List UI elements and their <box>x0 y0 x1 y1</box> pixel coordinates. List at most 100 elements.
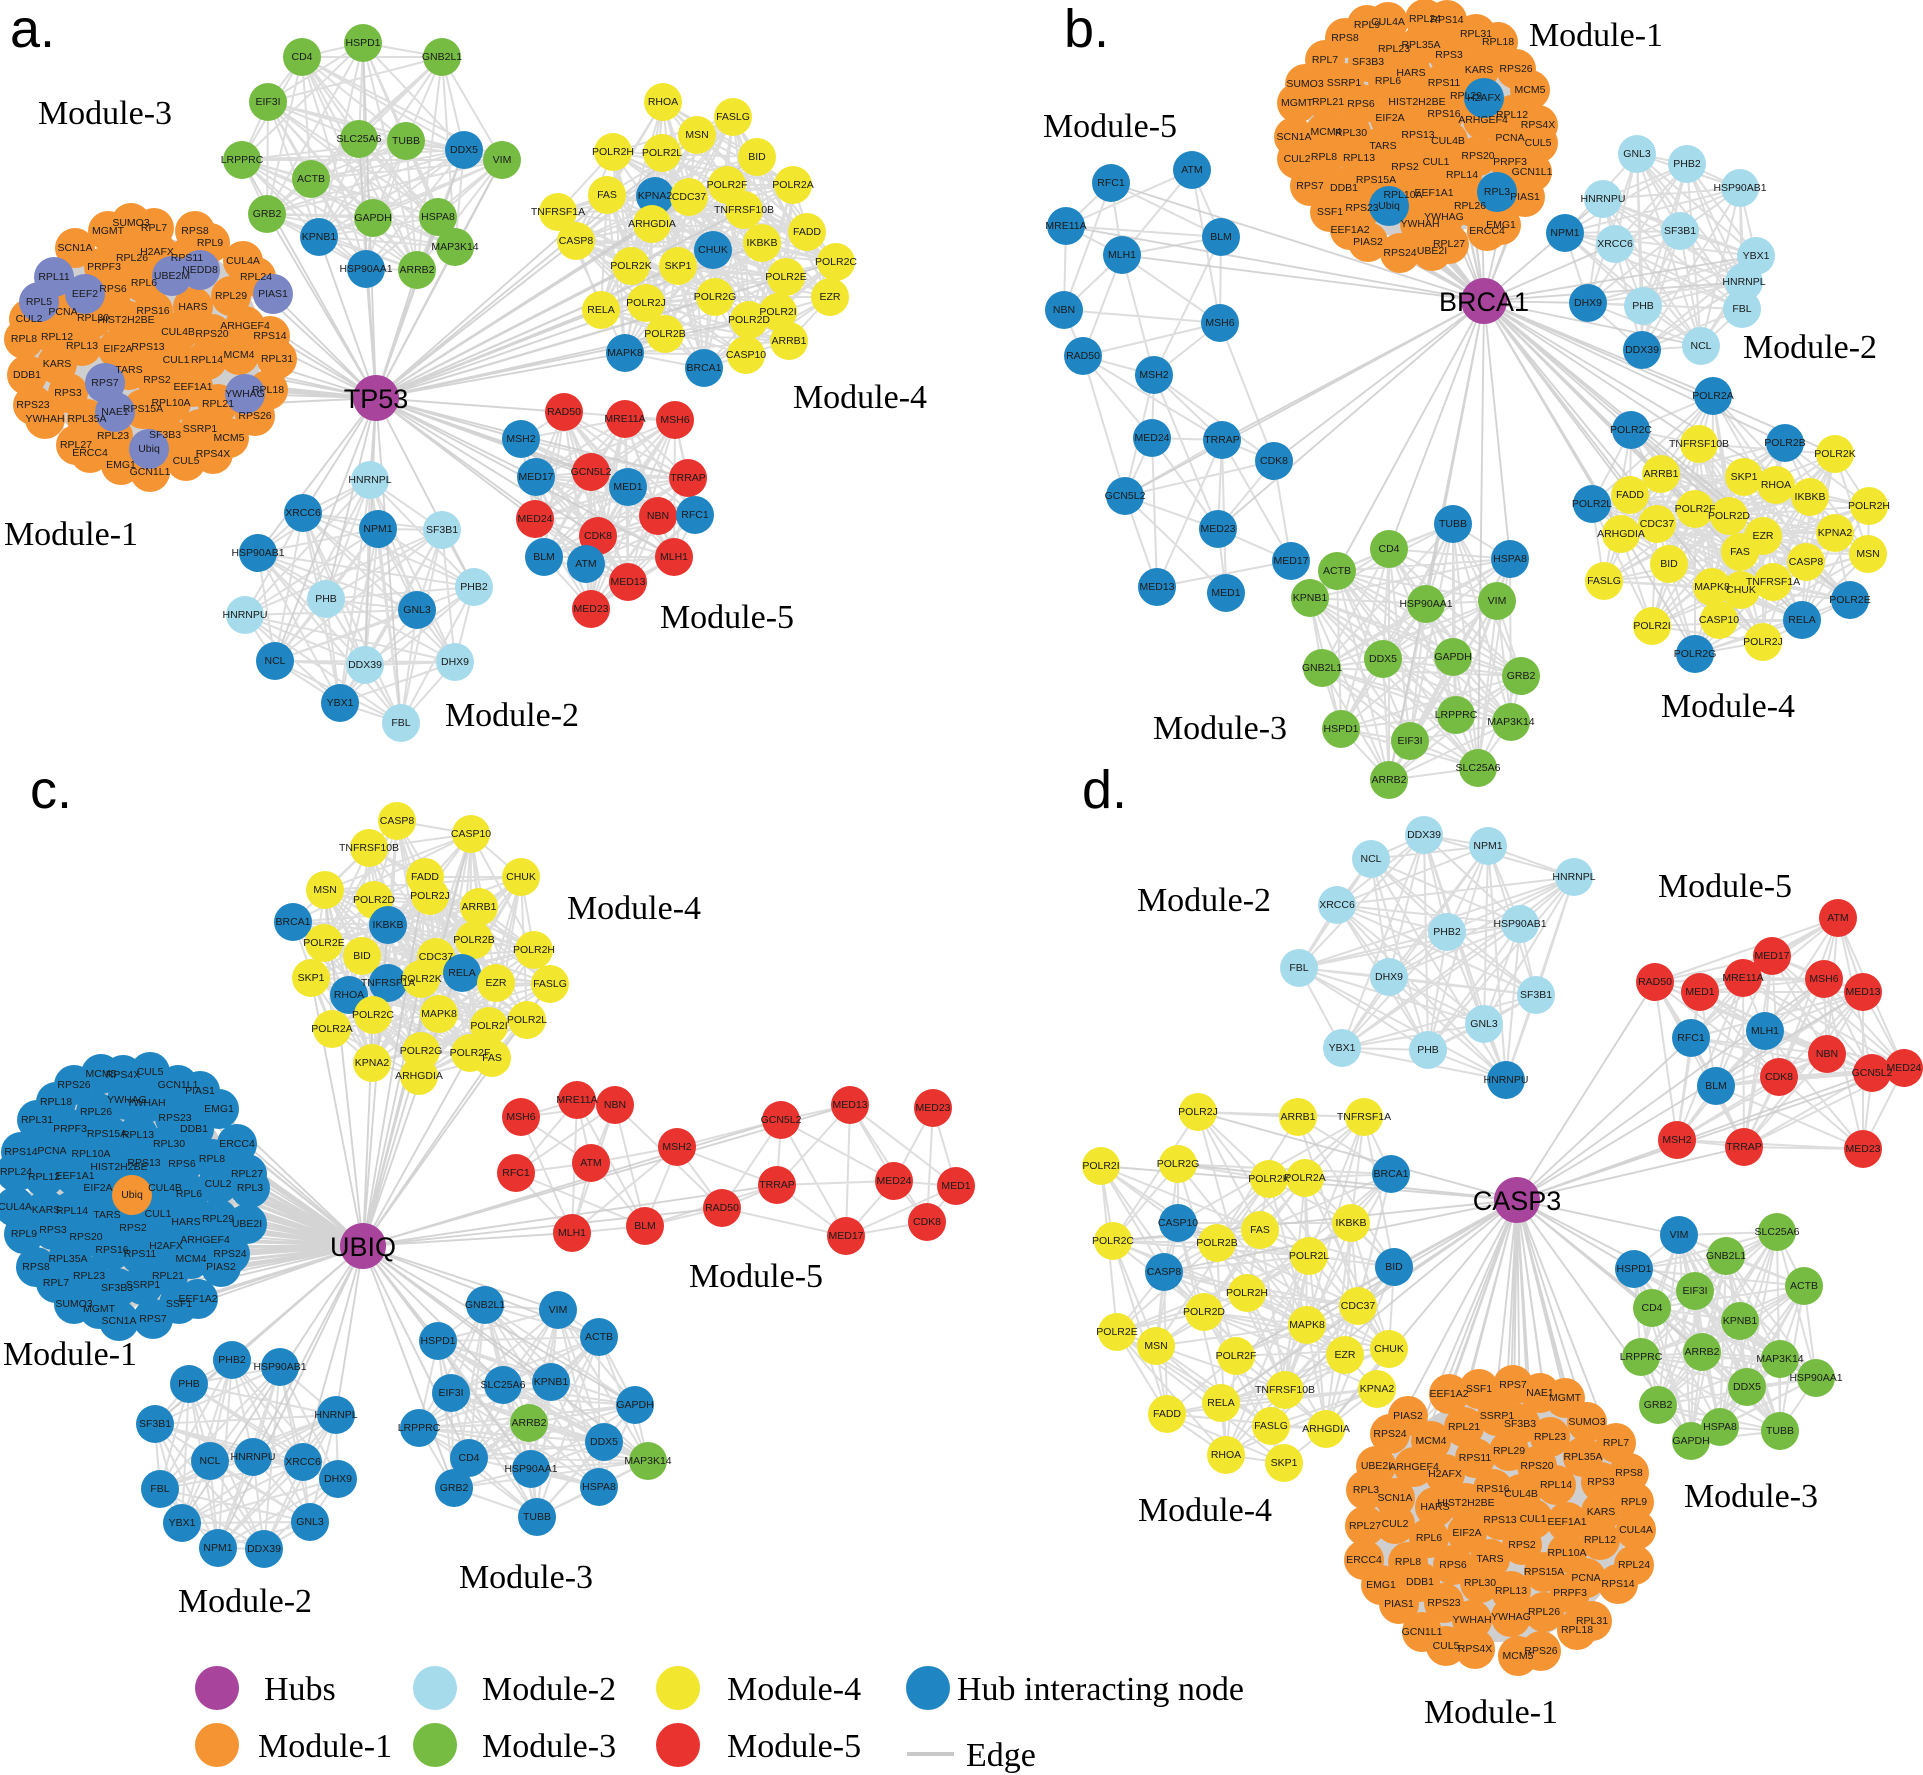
svg-text:EMG1: EMG1 <box>1486 219 1516 231</box>
svg-text:DHX9: DHX9 <box>441 656 469 668</box>
svg-text:MED24: MED24 <box>1886 1062 1921 1074</box>
svg-text:TRRAP: TRRAP <box>1204 434 1240 446</box>
svg-text:RPL24: RPL24 <box>1409 13 1441 25</box>
svg-text:EEF1A2: EEF1A2 <box>178 1293 217 1305</box>
svg-text:NEDD8: NEDD8 <box>182 264 218 276</box>
svg-text:SUMO3: SUMO3 <box>112 217 150 229</box>
svg-text:POLR2C: POLR2C <box>1092 1235 1134 1247</box>
svg-text:GRB2: GRB2 <box>1507 670 1536 682</box>
svg-text:SF3B1: SF3B1 <box>426 524 458 536</box>
svg-text:RPL12: RPL12 <box>1584 1534 1616 1546</box>
svg-text:SF3B3: SF3B3 <box>101 1282 133 1294</box>
svg-text:HNRNPL: HNRNPL <box>1722 276 1765 288</box>
svg-text:NPM1: NPM1 <box>1473 840 1502 852</box>
svg-text:Module-1: Module-1 <box>258 1728 392 1765</box>
svg-text:CHUK: CHUK <box>506 871 536 883</box>
svg-text:KARS: KARS <box>1465 64 1494 76</box>
svg-text:SLC25A6: SLC25A6 <box>481 1379 526 1391</box>
svg-text:HSP90AB1: HSP90AB1 <box>1713 182 1766 194</box>
svg-text:PCNA: PCNA <box>37 1145 66 1157</box>
svg-text:POLR2E: POLR2E <box>1829 594 1870 606</box>
svg-text:PHB: PHB <box>315 593 337 605</box>
svg-text:SSRP1: SSRP1 <box>183 423 218 435</box>
svg-text:RPS6: RPS6 <box>1347 98 1375 110</box>
svg-text:CHUK: CHUK <box>698 244 728 256</box>
svg-text:CASP10: CASP10 <box>1158 1217 1198 1229</box>
svg-text:CUL1: CUL1 <box>163 354 190 366</box>
svg-text:SUMO3: SUMO3 <box>1286 78 1324 90</box>
svg-text:NBN: NBN <box>1816 1048 1838 1060</box>
svg-text:RPL35A: RPL35A <box>48 1253 87 1265</box>
svg-text:RPL26: RPL26 <box>116 252 148 264</box>
svg-text:H2AFX: H2AFX <box>140 246 174 258</box>
svg-text:CASP8: CASP8 <box>559 235 594 247</box>
svg-text:MSN: MSN <box>313 884 336 896</box>
svg-text:RPS8: RPS8 <box>1615 1467 1643 1479</box>
svg-text:PHB: PHB <box>1632 300 1654 312</box>
svg-text:MED1: MED1 <box>1211 587 1240 599</box>
svg-text:ARHGEF4: ARHGEF4 <box>220 320 270 332</box>
svg-text:POLR2J: POLR2J <box>410 890 450 902</box>
svg-text:UBE2I: UBE2I <box>1361 1460 1391 1472</box>
svg-text:MAPK8: MAPK8 <box>1289 1319 1325 1331</box>
svg-text:PHB2: PHB2 <box>1673 158 1701 170</box>
svg-text:PCNA: PCNA <box>1571 1572 1600 1584</box>
svg-text:MED13: MED13 <box>610 576 645 588</box>
svg-text:CUL4A: CUL4A <box>0 1201 32 1213</box>
svg-text:NBN: NBN <box>604 1099 626 1111</box>
svg-text:Hub interacting node: Hub interacting node <box>957 1671 1244 1708</box>
svg-text:Module-3: Module-3 <box>1153 710 1287 747</box>
svg-text:CDK8: CDK8 <box>584 530 612 542</box>
svg-text:RPS7: RPS7 <box>91 377 119 389</box>
svg-text:YWHAH: YWHAH <box>1452 1614 1491 1626</box>
svg-text:RPL3: RPL3 <box>237 1182 263 1194</box>
svg-text:GRB2: GRB2 <box>253 208 282 220</box>
svg-text:CDC37: CDC37 <box>1341 1300 1376 1312</box>
svg-text:PIAS1: PIAS1 <box>1510 191 1540 203</box>
svg-text:RPL35A: RPL35A <box>1401 39 1440 51</box>
svg-text:HIST2H2BE: HIST2H2BE <box>97 314 154 326</box>
svg-text:CASP10: CASP10 <box>726 349 766 361</box>
svg-text:RELA: RELA <box>1207 1397 1234 1409</box>
svg-text:YWHAH: YWHAH <box>25 413 64 425</box>
svg-text:HSPA8: HSPA8 <box>1703 1421 1737 1433</box>
svg-text:LRPPRC: LRPPRC <box>1620 1351 1663 1363</box>
svg-text:EEF1A2: EEF1A2 <box>1429 1388 1468 1400</box>
svg-text:GCN5L2: GCN5L2 <box>1105 490 1146 502</box>
svg-text:RPS16: RPS16 <box>1427 108 1460 120</box>
svg-text:HSPA8: HSPA8 <box>421 211 455 223</box>
svg-text:RPL11: RPL11 <box>38 271 69 283</box>
svg-text:RPL35A: RPL35A <box>1563 1451 1602 1463</box>
svg-text:ARRB2: ARRB2 <box>1684 1346 1719 1358</box>
svg-text:POLR2L: POLR2L <box>507 1014 547 1026</box>
svg-text:TNFRSF1A: TNFRSF1A <box>361 977 415 989</box>
svg-text:RPS6: RPS6 <box>168 1158 196 1170</box>
svg-text:ERCC4: ERCC4 <box>1346 1554 1382 1566</box>
svg-text:ACTB: ACTB <box>585 1331 613 1343</box>
svg-text:CASP10: CASP10 <box>451 828 491 840</box>
svg-text:POLR2C: POLR2C <box>352 1009 394 1021</box>
svg-text:ARRB2: ARRB2 <box>1371 774 1406 786</box>
svg-text:Module-1: Module-1 <box>4 516 138 553</box>
svg-text:GCN1L1: GCN1L1 <box>1512 166 1553 178</box>
svg-text:POLR2H: POLR2H <box>592 146 634 158</box>
svg-text:Module-4: Module-4 <box>1138 1492 1272 1529</box>
svg-text:MED23: MED23 <box>1200 523 1235 535</box>
svg-text:ATM: ATM <box>1827 912 1848 924</box>
svg-text:RPL31: RPL31 <box>21 1114 53 1126</box>
svg-text:Module-1: Module-1 <box>1529 17 1663 54</box>
svg-text:RPS20: RPS20 <box>1461 150 1494 162</box>
svg-text:RPS2: RPS2 <box>1391 161 1419 173</box>
svg-text:EEF1A1: EEF1A1 <box>55 1170 94 1182</box>
svg-text:GAPDH: GAPDH <box>616 1399 653 1411</box>
svg-text:GNL3: GNL3 <box>1623 148 1651 160</box>
svg-text:BLM: BLM <box>634 1220 656 1232</box>
svg-text:POLR2G: POLR2G <box>1157 1158 1200 1170</box>
svg-text:MCM4: MCM4 <box>1416 1435 1447 1447</box>
svg-text:HNRNPU: HNRNPU <box>1484 1074 1529 1086</box>
svg-text:RPL3: RPL3 <box>1484 186 1510 198</box>
svg-text:DDX5: DDX5 <box>590 1436 618 1448</box>
svg-text:KPNA2: KPNA2 <box>1818 527 1853 539</box>
svg-text:GNL3: GNL3 <box>403 604 431 616</box>
svg-text:MAPK8: MAPK8 <box>1694 581 1730 593</box>
